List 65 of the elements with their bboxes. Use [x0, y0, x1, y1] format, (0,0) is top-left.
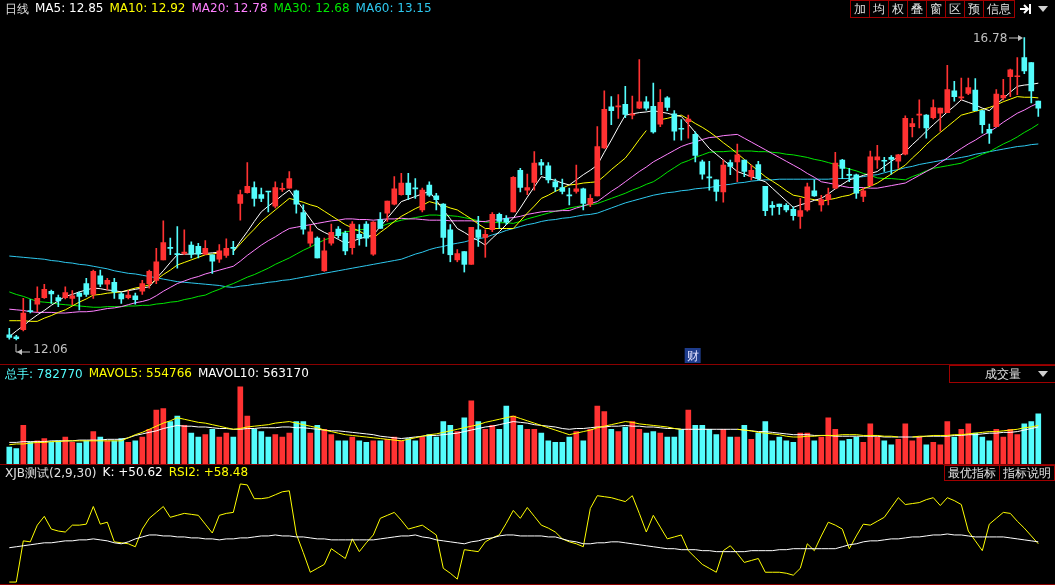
bar — [748, 438, 755, 464]
bar — [307, 432, 314, 464]
bar — [923, 444, 930, 464]
text: 指标说明 — [999, 465, 1055, 481]
text: MA20: 12.78 — [191, 0, 268, 17]
annotation: 16.78 — [972, 30, 1008, 45]
text: MAVOL10: 563170 — [197, 365, 309, 382]
text: 区 — [945, 0, 965, 18]
bar — [685, 409, 692, 464]
text: 最优指标 — [944, 465, 1000, 481]
text: 成交量 — [949, 365, 1055, 383]
bar — [510, 415, 517, 464]
bar — [181, 425, 188, 464]
bar — [104, 440, 111, 464]
chart-title: XJB测试(2,9,30) — [5, 464, 97, 482]
bar — [377, 440, 384, 464]
bar — [209, 428, 216, 464]
text: 窗 — [926, 0, 946, 18]
bar — [370, 440, 377, 464]
text: 均 — [869, 0, 889, 18]
candlestick — [468, 226, 475, 265]
text: 预 — [964, 0, 984, 18]
bar — [951, 436, 958, 464]
bar — [573, 431, 580, 464]
bar — [468, 400, 475, 464]
text: 总手: 782770 — [5, 365, 83, 383]
chart-title: 日线 — [5, 0, 29, 18]
text: MA60: 13.15 — [355, 0, 432, 17]
text: 加 — [850, 0, 870, 18]
bar — [125, 442, 132, 464]
bar — [741, 425, 748, 464]
bar — [419, 436, 426, 464]
bar — [608, 428, 615, 464]
bar — [615, 431, 622, 464]
bar — [475, 421, 482, 464]
bar — [27, 442, 34, 464]
bar — [580, 440, 587, 464]
bar — [720, 428, 727, 464]
bar — [454, 431, 461, 464]
bar — [461, 417, 468, 464]
bar — [727, 436, 734, 464]
bar — [811, 440, 818, 464]
text: MA10: 12.92 — [109, 0, 186, 17]
bar — [20, 425, 27, 464]
text: K: +50.62 — [102, 464, 163, 481]
bar — [657, 432, 664, 464]
series-label: RSI2: +58.48 — [168, 464, 249, 481]
bar — [202, 434, 209, 464]
bar — [90, 431, 97, 464]
bar — [622, 426, 629, 464]
bar — [517, 425, 524, 464]
text: MA5: 12.85 — [35, 0, 104, 17]
bar — [314, 425, 321, 464]
bar — [230, 436, 237, 464]
bar — [734, 436, 741, 464]
text: 12.06 — [33, 341, 68, 356]
text: 叠 — [907, 0, 927, 18]
text: 权 — [888, 0, 908, 18]
text: MA30: 12.68 — [273, 0, 350, 17]
text: MAVOL5: 554766 — [88, 365, 192, 382]
bar — [132, 440, 139, 464]
text: 财 — [686, 349, 699, 364]
candlestick — [510, 176, 517, 213]
bar — [349, 436, 356, 464]
text: 信息 — [983, 0, 1015, 18]
